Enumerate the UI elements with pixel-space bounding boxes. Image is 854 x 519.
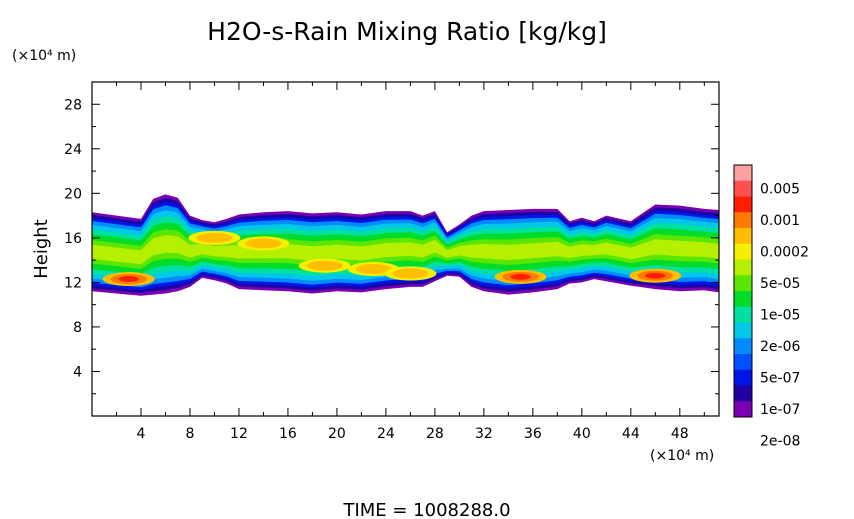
legend-swatch (734, 322, 752, 339)
contour-pocket (355, 264, 392, 275)
legend-swatch (734, 354, 752, 371)
contour-pocket (392, 268, 429, 279)
y-tick-label: 24 (64, 142, 82, 158)
y-tick-label: 8 (73, 320, 82, 336)
legend-swatch (734, 306, 752, 323)
legend-label: 2e-06 (760, 339, 800, 355)
y-tick-label: 20 (64, 186, 82, 202)
legend-swatch (734, 228, 752, 245)
legend-swatch (734, 259, 752, 276)
legend-swatch (734, 369, 752, 386)
legend-swatch (734, 338, 752, 355)
x-tick-label: 48 (671, 426, 689, 442)
y-tick-label: 16 (64, 231, 82, 247)
legend-label: 0.001 (760, 213, 800, 229)
contour-pocket (118, 276, 139, 283)
y-axis-label: Height (31, 219, 52, 279)
contour-pocket (196, 232, 233, 243)
x-tick-label: 16 (279, 426, 297, 442)
x-tick-label: 4 (137, 426, 146, 442)
legend-swatch (734, 243, 752, 260)
legend-swatch (734, 196, 752, 213)
x-tick-label: 24 (377, 426, 395, 442)
legend-label: 5e-07 (760, 371, 800, 387)
y-tick-label: 28 (64, 97, 82, 113)
legend-label: 1e-05 (760, 308, 800, 324)
contour-band-8 (92, 235, 719, 265)
x-tick-label: 12 (230, 426, 248, 442)
legend-label: 2e-08 (760, 434, 800, 450)
colorbar-legend: 0.005 0.001 0.0002 5e-05 1e-05 2e-06 5e-07 1e-0… (733, 164, 809, 450)
chart-title: H2O-s-Rain Mixing Ratio [kg/kg] (207, 17, 607, 46)
legend-label: 1e-07 (760, 402, 800, 418)
time-footer: TIME = 1008288.0 (342, 500, 510, 519)
legend-label: 0.0002 (760, 245, 809, 261)
legend-swatch (734, 275, 752, 292)
contour-pocket (245, 238, 282, 249)
y-tick-label: 4 (73, 364, 82, 380)
x-tick-label: 40 (573, 426, 591, 442)
x-tick-label: 8 (186, 426, 195, 442)
x-tick-label: 20 (328, 426, 346, 442)
legend-swatch (734, 385, 752, 402)
legend-swatch (734, 401, 752, 418)
x-tick-label: 44 (622, 426, 640, 442)
legend-swatch (734, 212, 752, 229)
legend-label: 0.005 (760, 182, 800, 198)
y-tick-label: 12 (64, 275, 82, 291)
y-unit-label: (×10⁴ m) (12, 48, 76, 64)
contour-fill (92, 194, 719, 296)
legend-frame (733, 164, 753, 418)
legend-swatch (734, 291, 752, 308)
legend-swatch (734, 180, 752, 197)
contour-pocket (306, 260, 343, 271)
x-tick-label: 28 (426, 426, 444, 442)
legend-swatch (734, 165, 752, 182)
x-tick-label: 36 (524, 426, 542, 442)
contour-pocket (645, 272, 666, 279)
x-unit-label: (×10⁴ m) (650, 448, 714, 464)
x-tick-label: 32 (475, 426, 493, 442)
contour-pocket (510, 273, 531, 280)
plot-frame (91, 81, 720, 417)
legend-label: 5e-05 (760, 276, 800, 292)
